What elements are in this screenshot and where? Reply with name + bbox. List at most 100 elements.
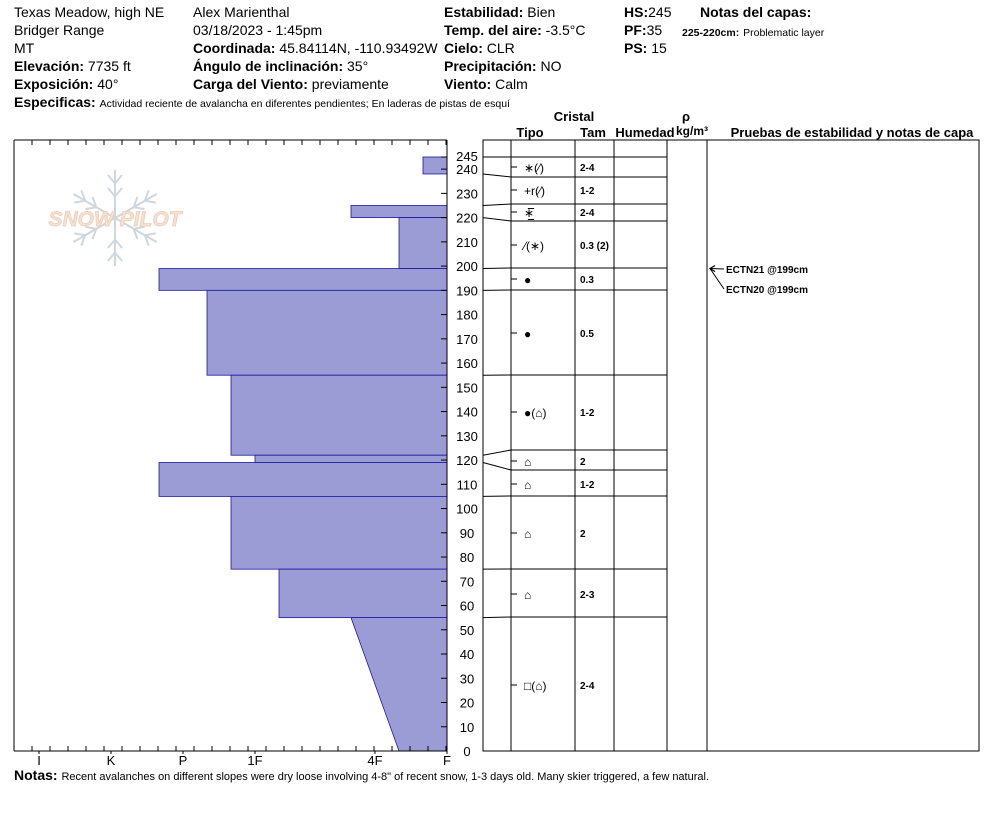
hardness-bar-7 [254,454,448,463]
depth-tick-label: 110 [457,477,478,492]
flake-branch [107,251,116,262]
flake-branch [85,206,97,211]
pf-label: PF: [624,22,647,38]
sky-value: CLR [486,40,515,56]
header-tipo: Tipo [516,125,543,140]
layer-notes-title: Notas del capas: [700,4,811,20]
layer-connector-11 [482,616,512,619]
grain-size-4: 0.3 [580,275,594,286]
hardness-tick-label: 1F [247,753,262,768]
wind-value: Calm [495,76,528,92]
layer-note: 225-220cm: Problematic layer [682,23,824,41]
notes: Notas: Recent avalanches on different sl… [14,767,709,783]
air-temp-value: -3.5°C [545,22,586,38]
precip-label: Precipitación: [444,58,537,74]
flake-arm [72,193,116,219]
sky: Cielo: CLR [444,40,517,56]
hardness-bar-3 [398,217,448,269]
grain-type-1: +r(⁄) [524,184,545,198]
aspect: Exposición: 40° [14,76,118,92]
flake-branch [107,187,116,198]
depth-tick-label: 160 [456,356,478,371]
hardness-tick-label: K [107,753,116,768]
pf-value: 35 [646,22,663,38]
flake-branch [80,190,87,202]
grain-type-8: ⌂ [524,478,531,492]
depth-tick-label: 130 [456,429,478,444]
flake-branch [107,238,116,249]
wind: Viento: Calm [444,76,528,92]
elevation: Elevación: 7735 ft [14,58,131,74]
slope-label: Ángulo de inclinación: [193,58,344,74]
depth-tick-label: 10 [460,720,474,735]
range: Bridger Range [14,22,105,38]
layer-connector-8 [482,462,512,471]
hs-value: 245 [648,4,672,20]
test-arrowhead-1 [709,265,716,272]
layer-note-text: Problematic layer [743,27,825,39]
grain-size-6: 1-2 [580,408,595,419]
hardness-tick-label: F [443,753,451,768]
depth-tick-label: 245 [456,149,478,164]
hardness-bar-9 [230,496,448,570]
header-cristal: Cristal [554,109,594,124]
coordinate: Coordinada: 45.84114N, -110.93492W [193,40,438,56]
coord-value: 45.84114N, -110.93492W [279,40,438,56]
flake-branch [143,234,150,246]
depth-tick-label: 30 [460,671,474,686]
grain-type-0: ∗(⁄) [524,161,544,175]
sky-label: Cielo: [444,40,483,56]
layer-table [482,139,980,752]
stability-test-1: ECTN20 @199cm [726,285,808,296]
depth-tick-label: 200 [456,259,478,274]
header-density: kg/m³ [676,124,708,138]
coord-label: Coordinada: [193,40,276,56]
layer-note-range: 225-220cm: [682,27,740,39]
hardness-tick-label: 4F [367,753,382,768]
hs: HS:245 [624,4,671,20]
flake-branch [107,174,116,185]
header-tam: Tam [580,125,606,140]
header-humedad: Humedad [615,125,674,140]
observer: Alex Marienthal [193,4,290,20]
hardness-bar-6 [230,374,448,456]
depth-tick-label: 120 [456,453,478,468]
location: Texas Meadow, high NE [14,4,165,20]
depth-tick-label: 20 [460,696,474,711]
hs-label: HS: [624,4,649,20]
flake-branch [74,199,86,204]
grain-type-4: ● [524,273,531,287]
depth-tick-label: 150 [456,380,478,395]
layer-connector-2 [482,203,512,206]
hardness-bar-5 [206,289,448,376]
stability: Estabilidad: Bien [444,4,555,20]
depth-tick-label: 220 [456,211,478,226]
flake-branch [114,187,123,198]
depth-tick-label: 60 [460,599,474,614]
layer-notes-label: Notas del capas: [700,4,812,20]
flake-arm [72,217,116,243]
aspect-value: 40° [97,76,119,92]
wind-load: Carga del Viento: previamente [193,76,389,92]
ps-value: 15 [651,40,667,56]
hardness-bar-2 [350,205,448,219]
flake-branch [144,199,156,204]
elevation-value: 7735 ft [87,58,131,74]
grain-type-11: □(⌂) [524,679,547,693]
depth-tick-label: 90 [460,526,474,541]
depth-tick-label: 40 [460,647,474,662]
flake-branch [80,234,87,246]
elevation-label: Elevación: [14,58,85,74]
flake-branch [91,228,98,240]
grain-size-10: 2-3 [580,590,595,601]
logo-text: SNOW PILOT [49,208,184,231]
flake-branch [132,228,139,240]
specifics-label: Especificas: [14,94,96,110]
flake-branch [133,206,145,211]
test-arrow-1 [709,268,725,290]
stability-value: Bien [527,4,556,20]
specifics: Especificas: Actividad reciente de avala… [14,94,510,112]
grain-size-2: 2-4 [580,208,595,219]
flake-branch [85,225,97,230]
